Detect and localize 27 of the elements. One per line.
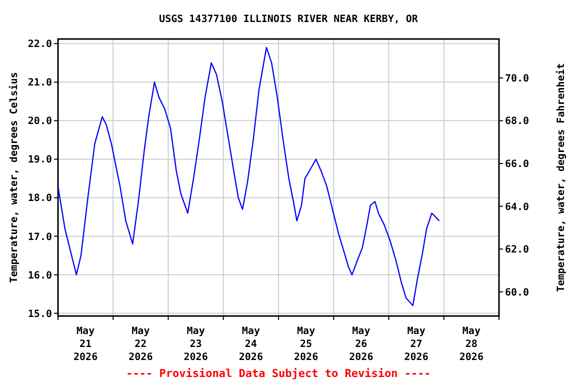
x-tick-label: May 21 2026 — [74, 326, 98, 363]
y-tick-label: 17.0 — [28, 232, 52, 243]
x-tick-label: May 25 2026 — [294, 326, 318, 363]
y-tick-label: 18.0 — [28, 193, 52, 204]
x-tick-label: May 23 2026 — [184, 326, 208, 363]
y-axis-title: Temperature, water, degrees Celsius — [8, 72, 20, 283]
y-tick-label: 19.0 — [28, 154, 52, 166]
x-tick-label: May 28 2026 — [459, 326, 484, 363]
y2-tick-label: 62.0 — [505, 244, 530, 256]
y2-axis-title: Temperature, water, degrees Fahrenheit — [555, 63, 567, 292]
y-tick-label: 21.0 — [28, 78, 52, 89]
y2-tick-label: 66.0 — [505, 158, 530, 170]
text: ---- Provisional Data Subject to Revision ---- — [126, 367, 431, 380]
y2-tick-label: 68.0 — [505, 116, 530, 128]
chart-title: USGS 14377100 ILLINOIS RIVER NEAR KERBY, OR — [159, 14, 419, 25]
x-tick-label: May 26 2026 — [349, 326, 374, 363]
y2-tick-label: 64.0 — [505, 202, 530, 213]
y-tick-label: 16.0 — [28, 270, 52, 282]
line-series — [58, 46, 440, 306]
y-tick-label: 22.0 — [28, 39, 52, 50]
x-tick-label: May 22 2026 — [128, 326, 153, 363]
x-tick-label: May 24 2026 — [238, 326, 263, 363]
y2-tick-label: 70.0 — [505, 73, 530, 84]
y-tick-label: 15.0 — [28, 308, 52, 320]
y-tick-label: 20.0 — [28, 116, 52, 128]
y2-tick-label: 60.0 — [505, 287, 530, 298]
x-tick-label: May 27 2026 — [404, 326, 428, 363]
